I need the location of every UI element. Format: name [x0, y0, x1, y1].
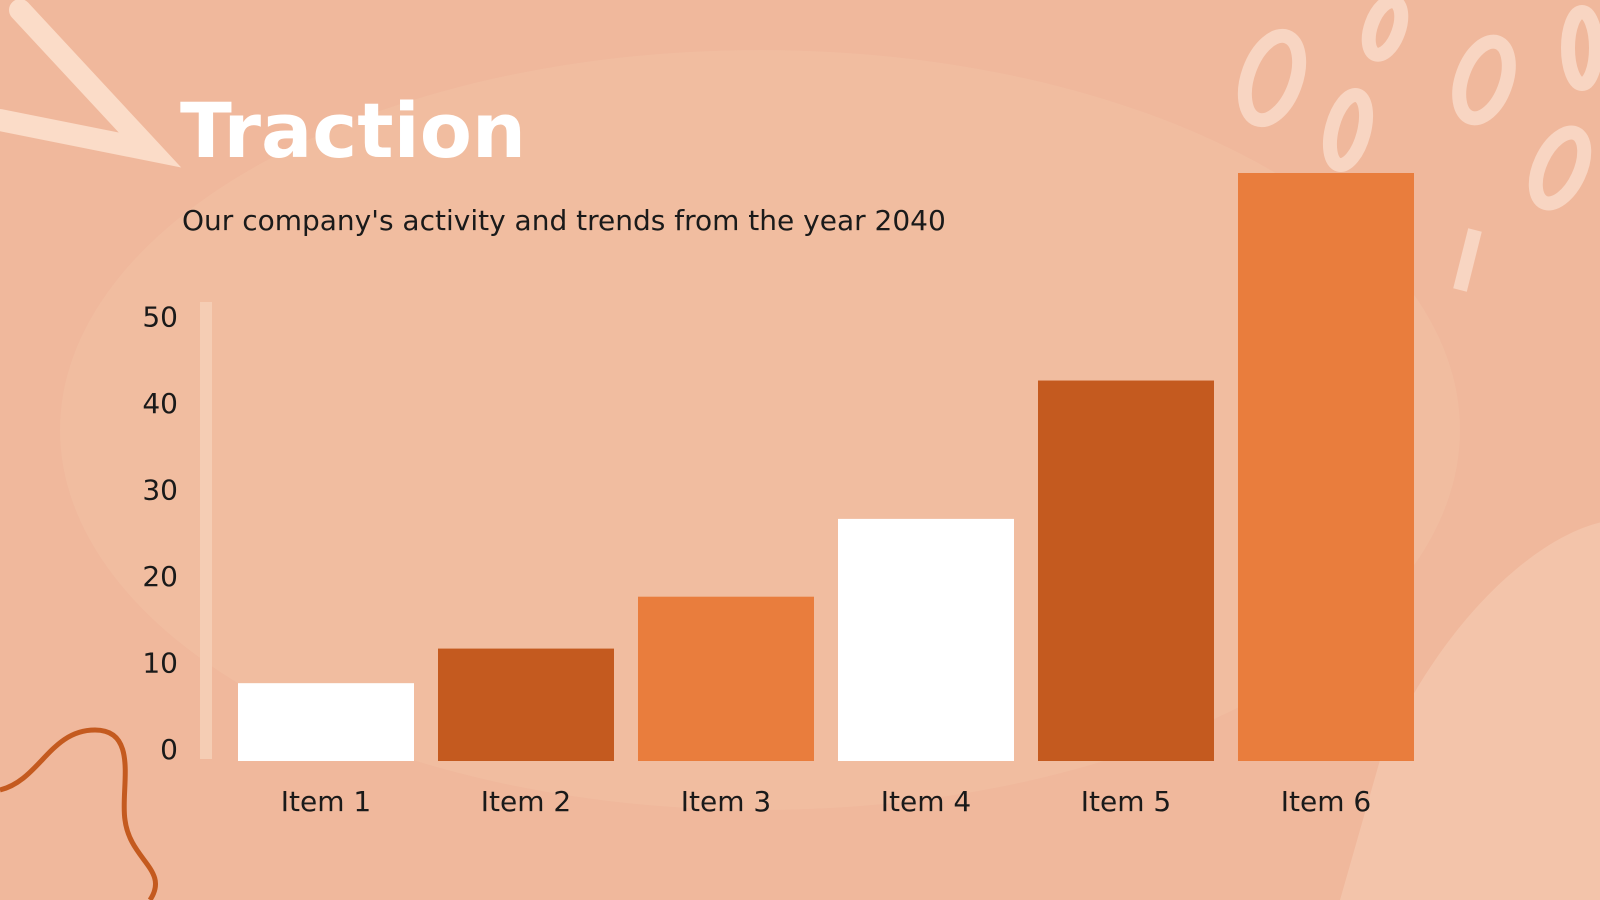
chart-subtitle: Our company's activity and trends from t…	[182, 204, 946, 237]
x-tick-label: Item 5	[1081, 785, 1171, 818]
bar	[438, 648, 614, 761]
decor-rings	[1237, 0, 1600, 292]
bar	[1038, 380, 1214, 761]
bar	[1238, 173, 1414, 761]
y-tick-label: 30	[142, 474, 178, 507]
bar	[238, 683, 414, 761]
y-tick-label: 10	[142, 647, 178, 680]
bar	[838, 518, 1014, 761]
x-tick-label: Item 1	[281, 785, 371, 818]
y-tick-label: 20	[142, 560, 178, 593]
x-tick-label: Item 6	[1281, 785, 1371, 818]
y-tick-label: 50	[142, 301, 178, 334]
x-tick-label: Item 2	[481, 785, 571, 818]
chart-title: Traction	[180, 86, 526, 175]
x-tick-label: Item 3	[681, 785, 771, 818]
decor-stroke	[0, 0, 182, 168]
decor-blob	[1340, 522, 1600, 900]
y-tick-label: 0	[160, 733, 178, 766]
x-tick-label: Item 4	[881, 785, 971, 818]
decor-curve	[0, 727, 159, 900]
bar	[638, 596, 814, 761]
axis-decor	[200, 302, 212, 759]
y-tick-label: 40	[142, 387, 178, 420]
